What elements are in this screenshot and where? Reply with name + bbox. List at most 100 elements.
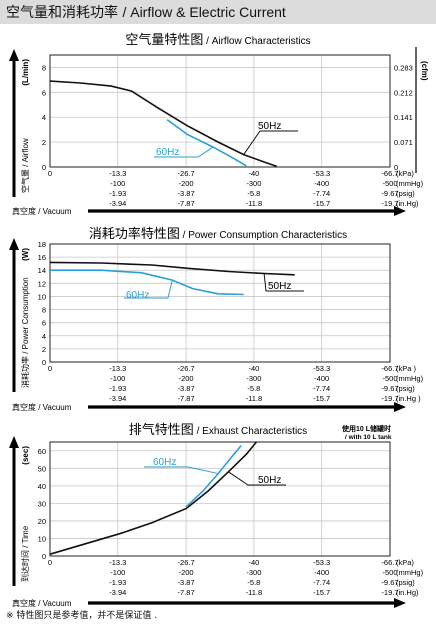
y-unit-label: (L/min) xyxy=(21,59,30,86)
y-tick-label: 0 xyxy=(42,552,46,561)
x-tick-label: -3.87 xyxy=(178,189,195,198)
x-tick-label: -40 xyxy=(248,169,259,178)
y-tick-label: 20 xyxy=(38,517,46,526)
x-unit-label: (in.Hg) xyxy=(396,199,419,208)
x-tick-label: -11.8 xyxy=(246,199,263,208)
x-tick-label: -400 xyxy=(314,179,329,188)
x-tick-label: -7.87 xyxy=(178,588,195,597)
legend-label-50hz: 50Hz xyxy=(258,475,281,486)
y-tick-label: 6 xyxy=(42,88,46,97)
vacuum-arrow-head xyxy=(394,402,406,412)
vacuum-arrow-head xyxy=(394,598,406,608)
x-tick-label: -3.94 xyxy=(109,588,126,597)
x-tick-label: -40 xyxy=(248,558,259,567)
footnote: ※ 特性图只是参考值，并不是保证值 . xyxy=(6,611,158,621)
y-axis-label: 到达时间 / Time xyxy=(20,525,30,582)
x-unit-label: (mmHg) xyxy=(396,374,424,383)
x-tick-label: -1.93 xyxy=(109,384,126,393)
y-unit-label: (sec) xyxy=(21,446,30,465)
y-tick-label: 8 xyxy=(42,306,46,315)
x-unit-label: (kPa) xyxy=(396,169,414,178)
x-tick-label: -300 xyxy=(246,568,261,577)
x-unit-label: (in.Hg) xyxy=(396,588,419,597)
x-tick-label: -7.87 xyxy=(178,394,195,403)
x-unit-label: (mmHg) xyxy=(396,179,424,188)
y-tick-label: 50 xyxy=(38,464,46,473)
chart-note-en: / with 10 L tank xyxy=(345,434,392,441)
series-line-50hz xyxy=(49,441,258,555)
x-tick-label: -5.8 xyxy=(247,384,260,393)
x-tick-label: -200 xyxy=(179,568,194,577)
legend-label-50hz: 50Hz xyxy=(268,281,291,292)
y-tick-label: 14 xyxy=(38,266,46,275)
x-tick-label: -100 xyxy=(110,374,125,383)
page-title-en: / Airflow & Electric Current xyxy=(122,4,286,20)
vacuum-label: 真空度 / Vacuum xyxy=(12,598,72,608)
x-tick-label: -300 xyxy=(246,374,261,383)
x-tick-label: -11.8 xyxy=(246,588,263,597)
x-tick-label: -200 xyxy=(179,179,194,188)
series-line-50hz xyxy=(49,261,295,276)
x-tick-label: -9.67 xyxy=(381,189,398,198)
x-unit-label: (mmHg) xyxy=(396,568,424,577)
x-tick-label: -400 xyxy=(314,568,329,577)
x-tick-label: -13.3 xyxy=(109,364,126,373)
callout-line-60hz xyxy=(154,146,214,158)
x-tick-label: -15.7 xyxy=(313,394,330,403)
x-tick-label: -66.7 xyxy=(381,558,398,567)
chart-title-2: 排气特性图 / Exhaust Characteristics xyxy=(129,422,307,438)
x-tick-label: -300 xyxy=(246,179,261,188)
x-unit-label: (psig) xyxy=(396,189,415,198)
x-tick-label: -100 xyxy=(110,568,125,577)
series-line-60hz xyxy=(185,444,242,508)
x-tick-label: -7.87 xyxy=(178,199,195,208)
legend-label-60hz: 60Hz xyxy=(156,147,179,158)
y-axis-arrow-head xyxy=(9,436,19,448)
x-tick-label: -3.87 xyxy=(178,578,195,587)
vacuum-label: 真空度 / Vacuum xyxy=(12,206,72,216)
y-tick-label: 60 xyxy=(38,447,46,456)
x-tick-label: -9.67 xyxy=(381,578,398,587)
chart-title-0: 空气量特性图 / Airflow Characteristics xyxy=(125,32,310,48)
y-tick-label: 16 xyxy=(38,253,46,262)
legend-label-60hz: 60Hz xyxy=(126,290,149,301)
x-tick-label: -3.87 xyxy=(178,384,195,393)
x-tick-label: -500 xyxy=(382,374,397,383)
x-tick-label: -53.3 xyxy=(313,558,330,567)
x-tick-label: -500 xyxy=(382,568,397,577)
x-tick-label: -7.74 xyxy=(313,384,330,393)
callout-line-60hz xyxy=(124,279,173,299)
x-tick-label: -53.3 xyxy=(313,364,330,373)
x-tick-label: -19.7 xyxy=(381,588,398,597)
y-tick-label: 6 xyxy=(42,319,46,328)
x-tick-label: -26.7 xyxy=(178,169,195,178)
x-tick-label: 0 xyxy=(48,558,52,567)
x-unit-label: (kPa) xyxy=(396,558,414,567)
x-tick-label: 0 xyxy=(48,364,52,373)
y2-tick-label: 0.212 xyxy=(394,88,413,97)
plot-frame-2 xyxy=(49,441,391,557)
y-tick-label: 0 xyxy=(42,358,46,367)
y-axis-arrow-head xyxy=(9,49,19,61)
y-tick-label: 10 xyxy=(38,292,46,301)
series-line-60hz xyxy=(166,119,247,167)
y-unit-label: (W) xyxy=(21,248,30,261)
x-tick-label: -19.7 xyxy=(381,199,398,208)
y2-tick-label: 0.071 xyxy=(394,138,413,147)
y-tick-label: 10 xyxy=(38,534,46,543)
x-tick-label: -7.74 xyxy=(313,189,330,198)
y2-unit-label: (cfm) xyxy=(420,61,429,81)
callout-line-60hz xyxy=(144,466,219,475)
x-tick-label: -40 xyxy=(248,364,259,373)
x-tick-label: -15.7 xyxy=(313,588,330,597)
y-tick-label: 18 xyxy=(38,240,46,249)
x-tick-label: -7.74 xyxy=(313,578,330,587)
x-tick-label: 0 xyxy=(48,169,52,178)
x-tick-label: -26.7 xyxy=(178,364,195,373)
page-title: 空气量和消耗功率 / Airflow & Electric Current xyxy=(6,3,286,22)
vacuum-label: 真空度 / Vacuum xyxy=(12,402,72,412)
x-unit-label: (psig) xyxy=(396,578,415,587)
chart-title-1: 消耗功率特性图 / Power Consumption Characterist… xyxy=(89,226,347,242)
y2-tick-label: 0 xyxy=(394,163,398,172)
